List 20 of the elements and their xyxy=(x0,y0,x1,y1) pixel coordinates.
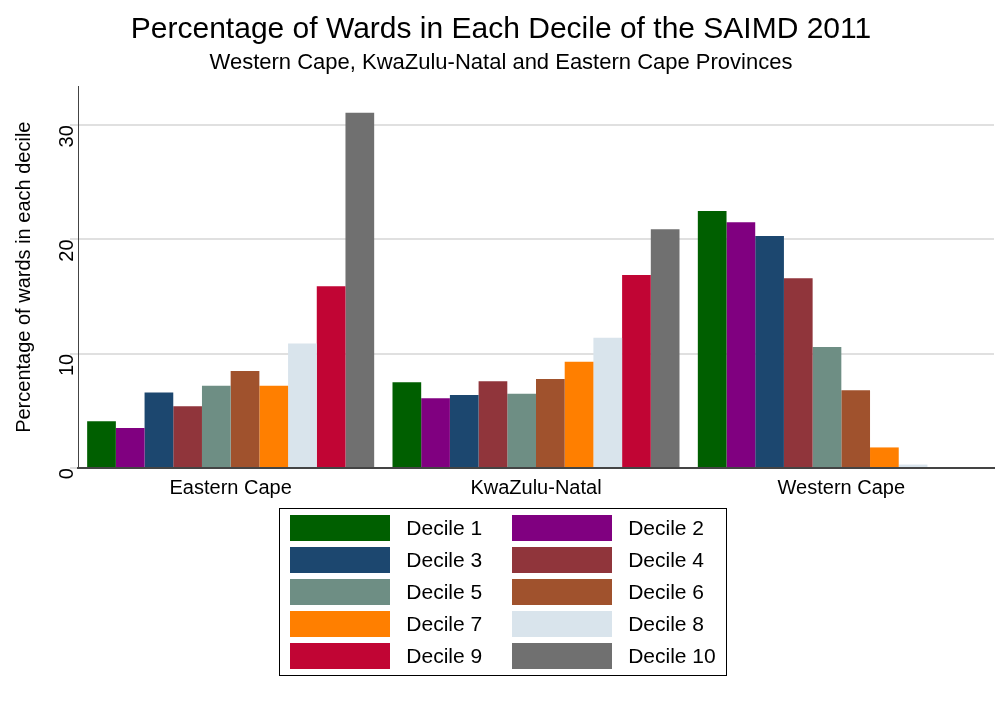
legend-label: Decile 7 xyxy=(406,612,483,636)
y-tick-label: 20 xyxy=(54,239,77,262)
x-tick-label: Western Cape xyxy=(777,475,906,498)
y-tick-label: 30 xyxy=(54,125,77,148)
legend-label: Decile 1 xyxy=(406,516,483,540)
chart-title: Percentage of Wards in Each Decile of the SAIMD 2011 xyxy=(130,11,872,45)
legend-label: Decile 10 xyxy=(628,644,716,668)
legend-label: Decile 6 xyxy=(628,580,705,604)
chart-subtitle: Western Cape, KwaZulu-Natal and Eastern Cape Provinces xyxy=(209,49,793,75)
y-axis-title: Percentage of wards in each decile xyxy=(11,121,34,433)
y-tick-label: 10 xyxy=(54,353,77,376)
legend-label: Decile 5 xyxy=(406,580,483,604)
legend-label: Decile 8 xyxy=(628,612,705,636)
x-tick-label: KwaZulu-Natal xyxy=(470,475,602,498)
x-tick-label: Eastern Cape xyxy=(169,475,292,498)
legend-label: Decile 4 xyxy=(628,548,705,572)
legend-label: Decile 9 xyxy=(406,644,483,668)
y-tick-label: 0 xyxy=(54,468,77,480)
legend-label: Decile 3 xyxy=(406,548,483,572)
legend-label: Decile 2 xyxy=(628,516,705,540)
